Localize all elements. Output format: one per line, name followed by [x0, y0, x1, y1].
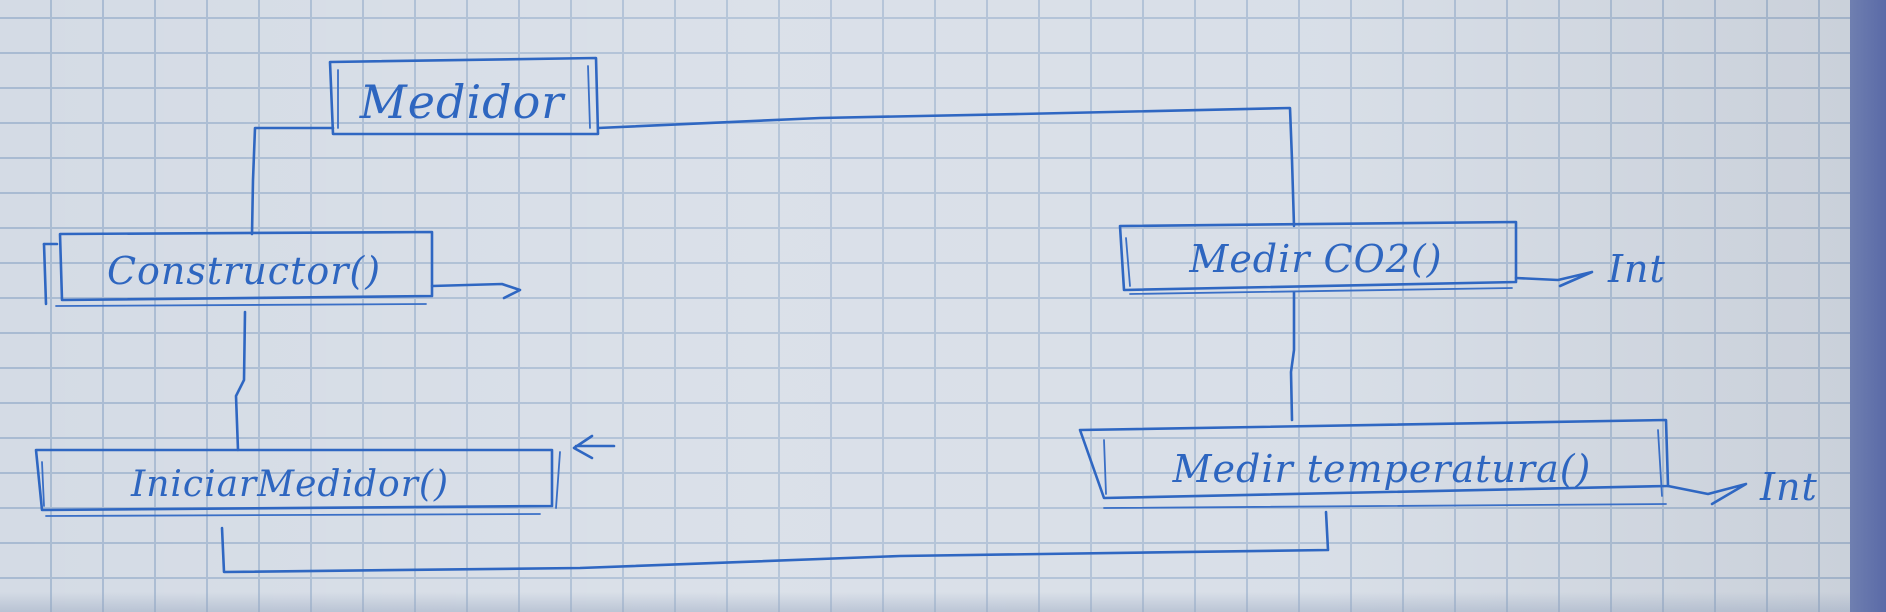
method-node-iniciar-medidor: IniciarMedidor() — [36, 436, 614, 516]
method-node-constructor: Constructor() — [44, 232, 520, 306]
method-node-medir-temperatura: Medir temperatura() Int — [1080, 420, 1818, 509]
return-arrow-medir-co2 — [1516, 272, 1592, 286]
return-arrow-medir-temperatura — [1668, 484, 1746, 504]
return-type-medir-co2: Int — [1607, 247, 1666, 291]
incoming-arrow-iniciar — [574, 436, 614, 458]
method-label-medir-co2: Medir CO2() — [1188, 237, 1442, 281]
connector-root-medir-co2 — [598, 108, 1294, 226]
return-type-medir-temperatura: Int — [1759, 465, 1818, 509]
method-node-medir-co2: Medir CO2() Int — [1120, 222, 1666, 294]
return-arrow-constructor — [432, 284, 520, 298]
root-node-medidor: Medidor — [330, 58, 598, 134]
root-node-label: Medidor — [359, 75, 567, 129]
method-label-medir-temperatura: Medir temperatura() — [1172, 447, 1592, 491]
connector-iniciar-temperatura — [222, 512, 1328, 572]
connector-co2-temperatura — [1291, 292, 1294, 420]
method-label-iniciar-medidor: IniciarMedidor() — [130, 464, 449, 505]
method-label-constructor: Constructor() — [107, 249, 381, 293]
connector-root-constructor — [252, 128, 333, 234]
connector-constructor-iniciar — [236, 312, 245, 450]
